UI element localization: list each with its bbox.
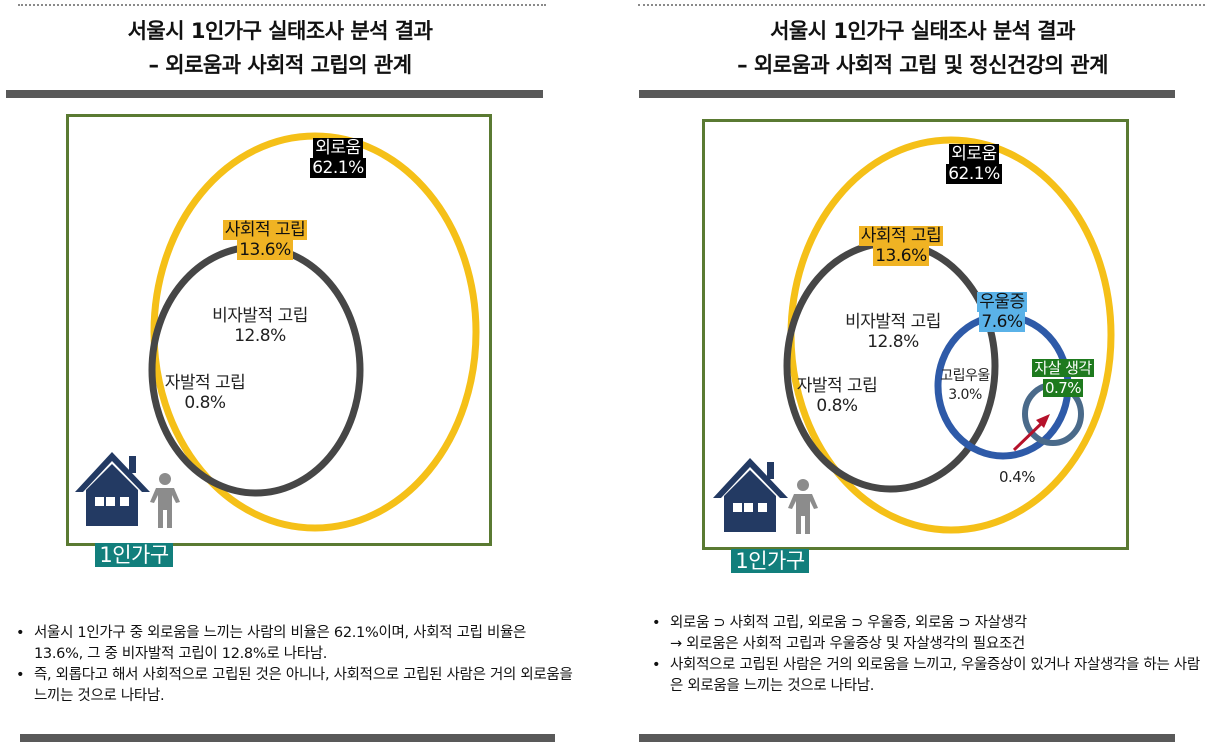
- right-social-isolation-value: 13.6%: [873, 246, 929, 266]
- right-bullet-1-sub: → 외로움은 사회적 고립과 우울증상 및 자살생각의 필요조건: [670, 636, 1025, 652]
- social-isolation-circle: [148, 243, 364, 497]
- right-loneliness-label: 외로움 62.1%: [938, 144, 1010, 184]
- right-bullet-2: 사회적으로 고립된 사람은 거의 외로움을 느끼고, 우울증상이 있거나 자살생…: [650, 655, 1208, 697]
- left-bullet-2: 즉, 외롭다고 해서 사회적으로 고립된 것은 아니나, 사회적으로 고립된 사…: [14, 665, 574, 707]
- right-depression-label: 우울증 7.6%: [967, 292, 1037, 332]
- right-isolated-depression-value: 3.0%: [948, 387, 982, 403]
- right-title-line1: 서울시 1인가구 실태조사 분석 결과: [770, 19, 1075, 43]
- overlap-arrow-icon: [1012, 414, 1050, 452]
- right-isolated-depression-name: 고립우울: [940, 368, 990, 384]
- left-loneliness-value: 62.1%: [310, 158, 366, 178]
- right-title-bar: [639, 90, 1175, 98]
- left-loneliness-label: 외로움 62.1%: [302, 138, 374, 178]
- left-involuntary-label: 비자발적 고립 12.8%: [195, 306, 325, 346]
- left-frame: [66, 114, 492, 546]
- left-involuntary-name: 비자발적 고립: [212, 306, 308, 326]
- left-voluntary-name: 자발적 고립: [164, 373, 246, 393]
- top-dotted-line: [18, 4, 546, 6]
- right-involuntary-value: 12.8%: [867, 332, 919, 352]
- left-title-line2: – 외로움과 사회적 고립의 관계: [148, 53, 412, 77]
- house-icon: [713, 458, 788, 532]
- left-voluntary-label: 자발적 고립 0.8%: [150, 373, 260, 413]
- right-household-label: 1인가구: [730, 546, 810, 576]
- right-involuntary-label: 비자발적 고립 12.8%: [828, 312, 958, 352]
- person-icon: [150, 473, 180, 528]
- left-bullets: 서울시 1인가구 중 외로움을 느끼는 사람의 비율은 62.1%이며, 사회적…: [14, 623, 574, 707]
- left-loneliness-name: 외로움: [313, 138, 363, 158]
- left-panel: 서울시 1인가구 실태조사 분석 결과 – 외로움과 사회적 고립의 관계 외로…: [0, 0, 573, 747]
- right-loneliness-name: 외로움: [949, 144, 999, 164]
- left-social-isolation-name: 사회적 고립: [222, 220, 308, 240]
- right-isolated-depression-label: 고립우울 3.0%: [932, 367, 998, 405]
- person-icon: [788, 479, 818, 534]
- left-household-text: 1인가구: [95, 543, 173, 567]
- right-overlap-value: 0.4%: [998, 468, 1036, 486]
- right-frame: [702, 119, 1129, 550]
- right-suicide-name: 자살 생각: [1032, 359, 1094, 377]
- right-panel: 서울시 1인가구 실태조사 분석 결과 – 외로움과 사회적 고립 및 정신건강…: [632, 0, 1213, 747]
- right-suicide-label: 자살 생각 0.7%: [1030, 358, 1096, 398]
- top-dotted-line-right: [638, 4, 1205, 6]
- left-bottom-bar: [20, 734, 555, 742]
- right-voluntary-name: 자발적 고립: [796, 376, 878, 396]
- right-venn-diagram: [713, 136, 1115, 534]
- right-title-line2: – 외로움과 사회적 고립 및 정신건강의 관계: [737, 53, 1108, 77]
- right-bottom-bar: [639, 734, 1175, 742]
- right-loneliness-value: 62.1%: [946, 164, 1002, 184]
- left-household-label: 1인가구: [94, 540, 174, 570]
- right-voluntary-value: 0.8%: [816, 396, 858, 416]
- right-social-isolation-name: 사회적 고립: [858, 226, 944, 246]
- right-household-text: 1인가구: [731, 549, 809, 573]
- left-title-bar: [6, 90, 543, 98]
- left-bullet-1: 서울시 1인가구 중 외로움을 느끼는 사람의 비율은 62.1%이며, 사회적…: [14, 623, 574, 665]
- right-voluntary-label: 자발적 고립 0.8%: [782, 376, 892, 416]
- house-icon: [75, 452, 150, 526]
- social-isolation-circle: [783, 239, 999, 493]
- right-depression-name: 우울증: [977, 292, 1027, 312]
- left-social-isolation-value: 13.6%: [237, 240, 293, 260]
- right-social-isolation-label: 사회적 고립 13.6%: [846, 226, 956, 266]
- left-social-isolation-label: 사회적 고립 13.6%: [210, 220, 320, 260]
- left-title-line1: 서울시 1인가구 실태조사 분석 결과: [127, 19, 433, 43]
- right-bullets: 외로움 ⊃ 사회적 고립, 외로움 ⊃ 우울증, 외로움 ⊃ 자살생각 → 외로…: [650, 613, 1208, 697]
- left-voluntary-value: 0.8%: [184, 393, 226, 413]
- right-bullet-1: 외로움 ⊃ 사회적 고립, 외로움 ⊃ 우울증, 외로움 ⊃ 자살생각: [650, 613, 1208, 634]
- right-suicide-value: 0.7%: [1042, 379, 1084, 397]
- left-involuntary-value: 12.8%: [234, 326, 286, 346]
- right-depression-value: 7.6%: [979, 312, 1025, 332]
- right-involuntary-name: 비자발적 고립: [845, 312, 941, 332]
